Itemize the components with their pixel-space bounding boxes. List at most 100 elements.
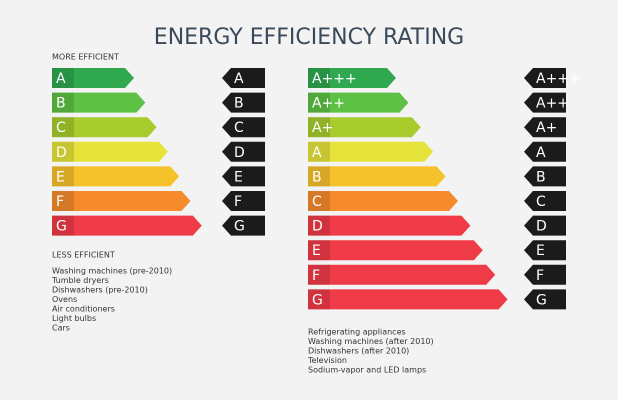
rating-tag <box>524 117 566 138</box>
appliance: Ovens <box>52 295 77 304</box>
class-bar-shade <box>52 141 74 162</box>
class-bar-shade <box>52 166 74 187</box>
bottom-label: LESS EFFICIENT <box>52 251 115 260</box>
rating-tag <box>524 264 566 285</box>
rating-label: G <box>536 292 547 308</box>
appliance: Cars <box>52 324 70 333</box>
class-bar <box>308 215 471 236</box>
appliance: Refrigerating appliances <box>308 328 406 337</box>
rating-tag <box>524 215 566 236</box>
class-bar <box>52 92 146 113</box>
rating-label: F <box>536 268 544 284</box>
rating-label: C <box>234 120 244 136</box>
rating-tag <box>222 117 265 138</box>
rating-label: C <box>536 194 546 210</box>
class-bar-shade <box>308 166 330 187</box>
class-label: C <box>56 120 66 136</box>
rating-label: B <box>536 169 546 185</box>
class-label: D <box>56 145 67 161</box>
class-label: G <box>56 219 67 235</box>
class-label: E <box>56 169 65 185</box>
rating-label: D <box>536 219 547 235</box>
rating-tag <box>222 92 265 113</box>
class-bar <box>308 191 458 211</box>
rating-label: A <box>536 145 546 161</box>
class-bar <box>308 141 434 162</box>
appliance: Dishwashers (after 2010) <box>308 347 409 356</box>
class-label: G <box>312 292 323 308</box>
rating-label: A++ <box>536 96 569 112</box>
class-label: C <box>312 194 322 210</box>
title: ENERGY EFFICIENCY RATING <box>154 25 464 50</box>
rating-tag <box>222 191 265 211</box>
rating-label: G <box>234 219 245 235</box>
appliance: Air conditioners <box>52 305 115 314</box>
rating-label: A <box>234 71 244 87</box>
rating-tag <box>222 68 265 88</box>
class-bar <box>308 92 409 113</box>
rating-label: D <box>234 145 245 161</box>
class-bar <box>52 215 202 236</box>
class-bar <box>308 68 396 88</box>
rating-tag <box>524 240 566 261</box>
class-bar-shade <box>308 117 330 138</box>
rating-label: A+ <box>536 120 557 136</box>
appliance: Light bulbs <box>52 314 96 323</box>
rating-tag <box>222 215 265 236</box>
class-bar-shade <box>52 191 74 211</box>
rating-tag <box>524 68 566 88</box>
class-bar-shade <box>52 215 74 236</box>
class-bar-shade <box>308 68 330 88</box>
class-bar-shade <box>52 68 74 88</box>
class-bar <box>52 68 134 88</box>
class-bar <box>52 141 168 162</box>
rating-tag <box>524 141 566 162</box>
class-label: F <box>56 194 64 210</box>
appliance: Sodium-vapor and LED lamps <box>308 366 426 375</box>
class-bar-shade <box>308 191 330 211</box>
class-bar <box>52 191 191 211</box>
class-bar-shade <box>308 289 330 310</box>
class-bar-shade <box>308 141 330 162</box>
class-label: B <box>56 96 66 112</box>
class-bar-shade <box>308 264 330 285</box>
class-label: F <box>312 268 320 284</box>
rating-label: F <box>234 194 242 210</box>
class-bar <box>52 166 180 187</box>
class-label: A <box>312 145 322 161</box>
rating-tag <box>524 166 566 187</box>
class-label: A+ <box>312 120 333 136</box>
top-label: MORE EFFICIENT <box>52 53 119 62</box>
rating-label: A+++ <box>536 71 581 87</box>
rating-tag <box>524 191 566 211</box>
class-bar <box>308 240 483 261</box>
rating-tag <box>524 289 566 310</box>
class-bar-shade <box>308 240 330 261</box>
rating-tag <box>524 92 566 113</box>
class-label: B <box>312 169 322 185</box>
class-bar <box>308 264 496 285</box>
appliance: Washing machines (after 2010) <box>308 337 434 346</box>
rating-label: E <box>234 169 243 185</box>
class-bar <box>308 166 446 187</box>
rating-label: E <box>536 243 545 259</box>
appliance: Dishwashers (pre-2010) <box>52 286 148 295</box>
class-bar <box>52 117 157 138</box>
class-bar-shade <box>308 92 330 113</box>
class-bar <box>308 289 508 310</box>
class-label: A <box>56 71 66 87</box>
rating-tag <box>222 141 265 162</box>
rating-label: B <box>234 96 244 112</box>
class-label: E <box>312 243 321 259</box>
appliance: Tumble dryers <box>51 276 109 285</box>
appliance: Washing machines (pre-2010) <box>52 267 172 276</box>
class-label: A+++ <box>312 71 357 87</box>
class-bar-shade <box>52 117 74 138</box>
class-label: D <box>312 219 323 235</box>
class-bar-shade <box>308 215 330 236</box>
appliance: Television <box>307 356 347 365</box>
class-label: A++ <box>312 96 345 112</box>
rating-tag <box>222 166 265 187</box>
class-bar <box>308 117 421 138</box>
